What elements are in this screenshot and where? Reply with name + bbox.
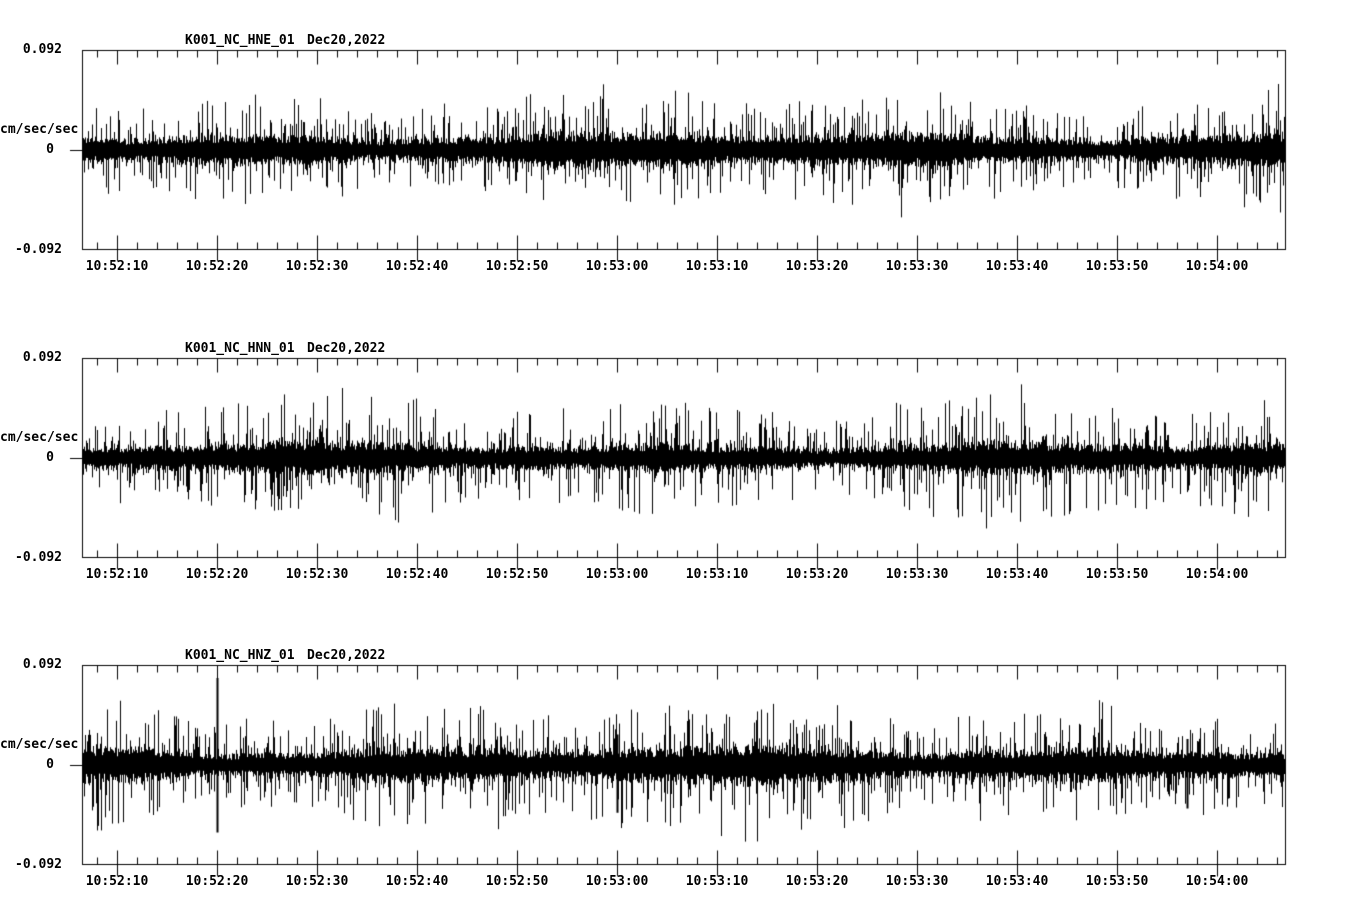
x-tick-label: 10:53:20 [785, 259, 849, 274]
x-tick-label: 10:53:50 [1085, 567, 1149, 582]
x-tick-label: 10:52:40 [385, 874, 449, 889]
x-tick-label: 10:53:00 [585, 567, 649, 582]
x-tick-label: 10:53:20 [785, 567, 849, 582]
y-tick-label-min: -0.092 [15, 550, 62, 565]
y-tick-label-min: -0.092 [15, 857, 62, 872]
x-tick-label: 10:52:30 [285, 567, 349, 582]
x-tick-label: 10:52:40 [385, 567, 449, 582]
y-tick-label-max: 0.092 [22, 42, 62, 57]
x-tick-label: 10:53:50 [1085, 874, 1149, 889]
seismogram-panel-hnn: K001_NC_HNN_01 Dec20,2022 0.092 cm/sec/s… [0, 341, 1358, 582]
x-tick-label: 10:52:40 [385, 259, 449, 274]
x-tick-label: 10:54:00 [1185, 567, 1249, 582]
y-axis-units-label: cm/sec/sec [0, 430, 79, 445]
x-tick-label: 10:53:30 [885, 259, 949, 274]
x-tick-label: 10:53:10 [685, 567, 749, 582]
x-tick-label: 10:52:10 [85, 567, 149, 582]
x-tick-label: 10:53:20 [785, 874, 849, 889]
x-tick-label: 10:54:00 [1185, 259, 1249, 274]
x-tick-label: 10:53:40 [985, 259, 1049, 274]
x-tick-label: 10:52:20 [185, 874, 249, 889]
seismogram-trace-hnn [68, 344, 1300, 572]
x-tick-label: 10:53:30 [885, 567, 949, 582]
x-tick-label: 10:52:10 [85, 874, 149, 889]
x-tick-label: 10:52:30 [285, 874, 349, 889]
y-tick-label-zero: 0 [46, 450, 54, 465]
seismogram-panel-hne: K001_NC_HNE_01 Dec20,2022 0.092 cm/sec/s… [0, 33, 1358, 274]
x-tick-label: 10:52:20 [185, 259, 249, 274]
y-tick-label-zero: 0 [46, 757, 54, 772]
y-axis-units-label: cm/sec/sec [0, 122, 79, 137]
x-tick-label: 10:53:40 [985, 874, 1049, 889]
x-tick-label: 10:53:00 [585, 874, 649, 889]
x-tick-label: 10:52:10 [85, 259, 149, 274]
x-tick-label: 10:53:40 [985, 567, 1049, 582]
x-tick-label: 10:52:50 [485, 259, 549, 274]
y-tick-label-zero: 0 [46, 142, 54, 157]
x-tick-label: 10:53:00 [585, 259, 649, 274]
y-tick-label-max: 0.092 [22, 657, 62, 672]
x-tick-label: 10:53:10 [685, 259, 749, 274]
seismogram-trace-hnz [68, 651, 1300, 879]
x-tick-label: 10:53:30 [885, 874, 949, 889]
x-tick-label: 10:53:10 [685, 874, 749, 889]
y-axis-units-label: cm/sec/sec [0, 737, 79, 752]
x-tick-label: 10:52:50 [485, 567, 549, 582]
x-tick-label: 10:54:00 [1185, 874, 1249, 889]
x-tick-label: 10:53:50 [1085, 259, 1149, 274]
x-tick-label: 10:52:20 [185, 567, 249, 582]
seismogram-panel-hnz: K001_NC_HNZ_01 Dec20,2022 0.092 cm/sec/s… [0, 648, 1358, 889]
y-tick-label-min: -0.092 [15, 242, 62, 257]
x-tick-label: 10:52:30 [285, 259, 349, 274]
x-tick-label: 10:52:50 [485, 874, 549, 889]
seismogram-trace-hne [68, 36, 1300, 264]
y-tick-label-max: 0.092 [22, 350, 62, 365]
